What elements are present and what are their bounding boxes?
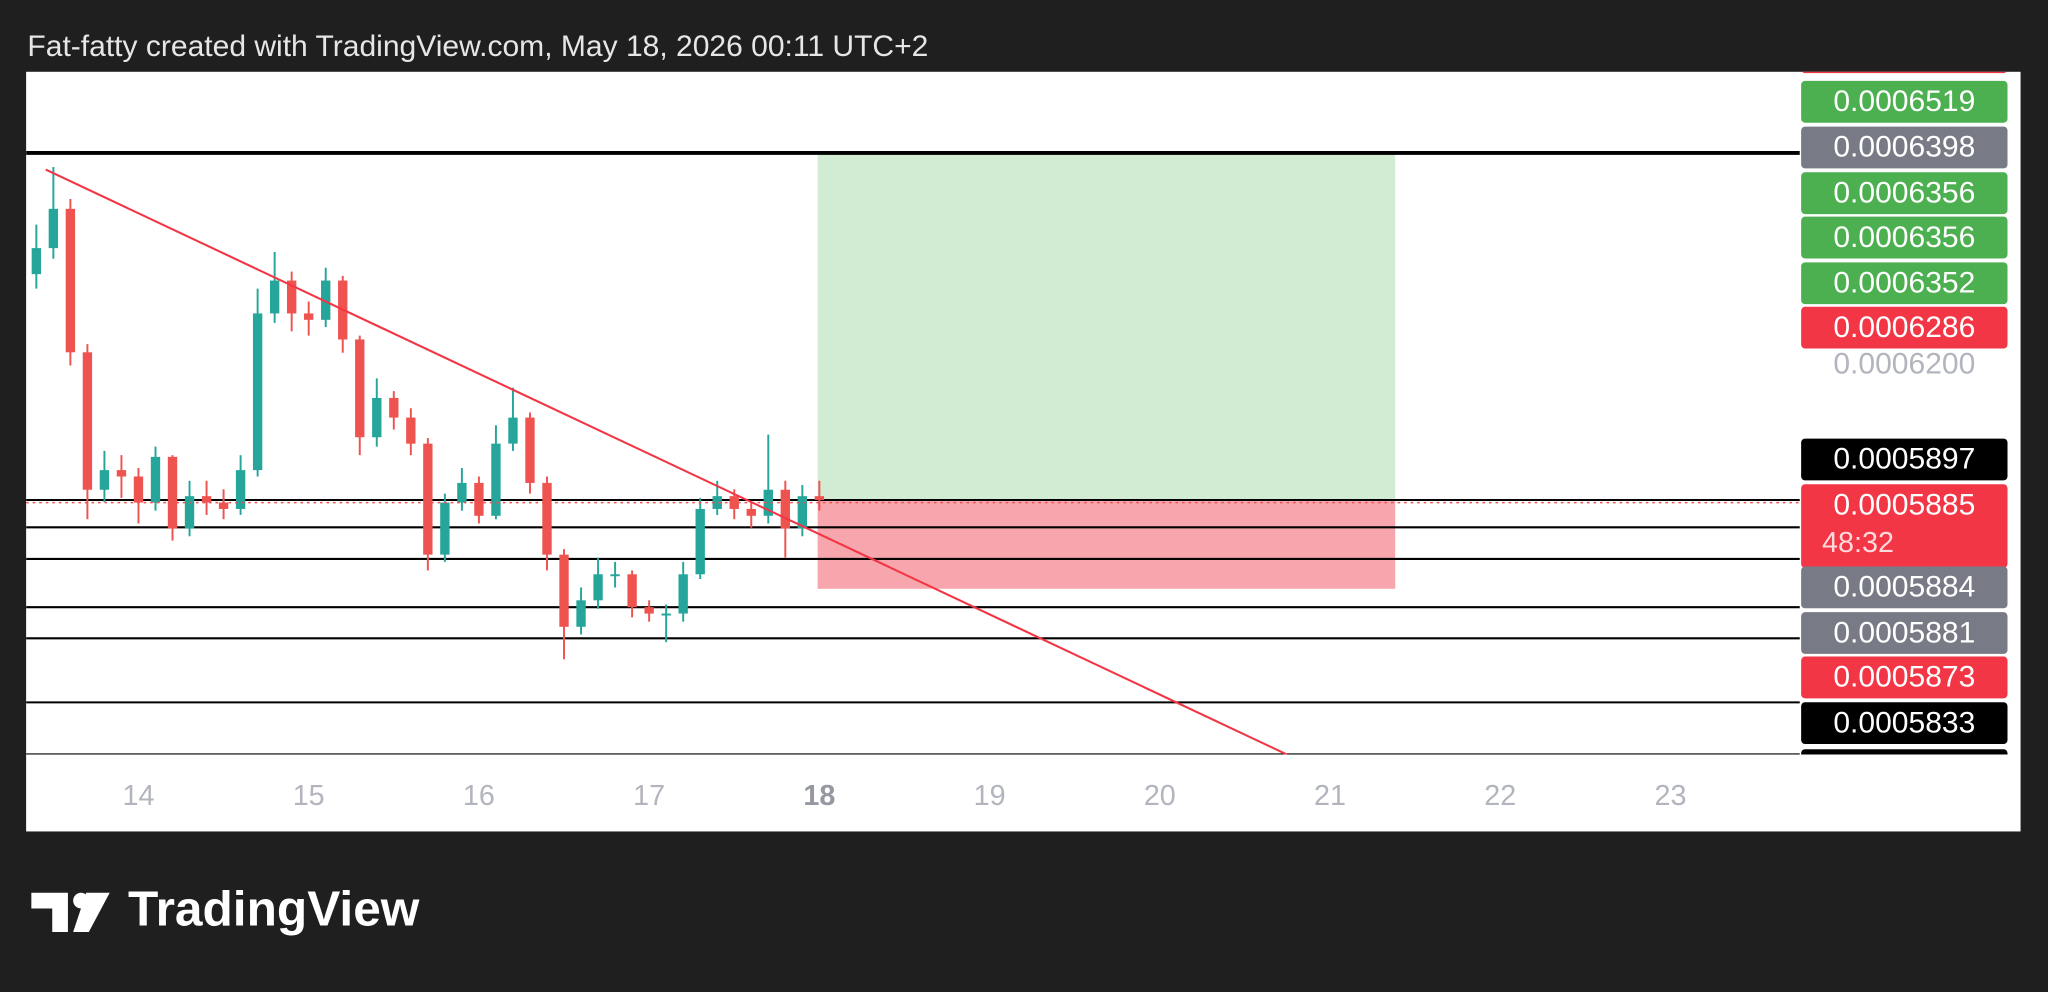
logo-mark	[31, 892, 110, 932]
candle-body	[729, 496, 739, 509]
candle-body	[269, 280, 280, 314]
countdown: 48:32	[1822, 527, 1894, 559]
price-tag-label: 0.0006352	[1833, 266, 1975, 299]
candle-body	[491, 443, 501, 516]
candle-body	[372, 397, 382, 438]
candle-body	[644, 607, 654, 614]
x-tick-label: 23	[1654, 780, 1686, 812]
candle-body	[695, 508, 705, 575]
price-tag-label: 0.0005885	[1833, 488, 1975, 521]
candle-body	[304, 313, 314, 320]
candle-body	[235, 470, 246, 509]
candle-body	[525, 417, 535, 483]
price-scale: 0.0006200 0.0006519 0.0006398 0.0006356 0.00…	[1801, 71, 2008, 755]
header: Fat-fatty created with TradingView.com, …	[27, 30, 928, 63]
candle-body	[712, 496, 722, 509]
price-tag-label: 0.0006356	[1833, 176, 1975, 209]
price-tag	[1801, 126, 2008, 169]
candle-body	[406, 417, 416, 444]
candle-body	[474, 482, 484, 516]
y-tick-label: 0.0006200	[1833, 347, 1975, 380]
candle-body	[508, 417, 518, 444]
price-tag	[1801, 262, 2008, 305]
price-tag	[1801, 216, 2008, 259]
candle-body	[780, 489, 790, 529]
profit-zone	[817, 152, 1396, 500]
x-tick-label: 17	[633, 780, 665, 812]
x-tick-label: 21	[1314, 780, 1346, 812]
price-tag-label: 0.0005881	[1833, 616, 1975, 649]
candle-body	[661, 613, 671, 616]
price-tag-label: 0.0006356	[1833, 221, 1975, 254]
candle-body	[355, 339, 365, 438]
x-tick-label: 19	[974, 780, 1006, 812]
price-tag	[1801, 438, 2008, 481]
candle-body	[440, 502, 450, 555]
candle-body	[797, 496, 808, 529]
price-tag-label: 0.0006398	[1833, 131, 1975, 164]
candle-body	[82, 352, 93, 490]
loss-zone	[817, 499, 1396, 589]
logo-dot	[73, 892, 89, 909]
candle-body	[150, 456, 161, 503]
price-tag	[1801, 306, 2008, 349]
plot	[26, 150, 1800, 755]
candle-body	[99, 470, 110, 490]
candle-body	[678, 574, 688, 614]
price-tag-label: 0.0006286	[1833, 311, 1975, 344]
price-tag	[1801, 484, 2008, 568]
candle-body	[201, 496, 212, 503]
price-tag-label: 0.0005873	[1833, 661, 1975, 694]
candle-body	[389, 397, 399, 418]
price-tag	[1801, 702, 2008, 744]
candle-body	[542, 482, 552, 555]
candle-body	[457, 482, 467, 503]
candle-body	[286, 280, 297, 314]
price-tag	[1801, 566, 2008, 609]
candle-body	[321, 280, 331, 320]
x-axis: 14 15 16 17 18 19 20 21 22 23	[122, 780, 1686, 812]
price-tag	[1801, 656, 2008, 699]
partial-tag	[1802, 71, 2007, 74]
x-tick-label: 18	[803, 780, 835, 812]
candle-body	[814, 496, 825, 500]
x-tick-label: 20	[1144, 780, 1176, 812]
candle-body	[218, 502, 229, 509]
candle-body	[763, 489, 773, 516]
price-tag-label: 0.0005833	[1833, 706, 1975, 739]
candle-body	[576, 600, 586, 627]
brand: TradingView	[128, 880, 420, 936]
logo: TradingView	[31, 880, 420, 936]
candle-body	[133, 476, 144, 503]
candle-body	[593, 574, 603, 601]
x-tick-label: 15	[293, 780, 325, 812]
price-tag-label: 0.0005884	[1833, 571, 1975, 604]
candle-body	[746, 508, 756, 516]
price-tag	[1801, 172, 2008, 215]
x-tick-label: 22	[1484, 780, 1516, 812]
price-tag	[1801, 612, 2008, 654]
partial-tag	[1801, 749, 2008, 755]
candle-body	[559, 554, 569, 627]
trendline	[45, 168, 1288, 755]
price-tag-label: 0.0005897	[1833, 443, 1975, 476]
candle-body	[423, 443, 433, 555]
x-tick-label: 16	[463, 780, 495, 812]
candle-body	[31, 248, 42, 275]
candle-body	[627, 574, 637, 608]
x-tick-label: 14	[122, 780, 154, 812]
candle-body	[167, 456, 178, 529]
candle-body	[184, 496, 195, 529]
price-tag	[1801, 80, 2008, 123]
candle-body	[48, 208, 59, 249]
candle-body	[610, 574, 620, 577]
candle-body	[116, 470, 127, 477]
candle-body	[65, 208, 76, 353]
price-tag-label: 0.0006519	[1833, 85, 1975, 118]
candle-body	[252, 313, 263, 471]
